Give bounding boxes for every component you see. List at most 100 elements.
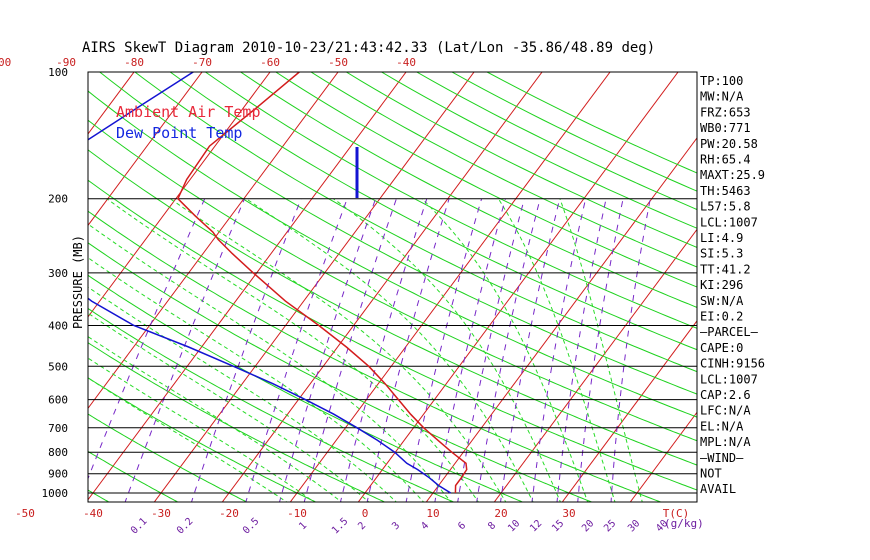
mixing-ratio-label: 1.5 — [330, 516, 351, 537]
temp-unit-label: T(C) — [663, 507, 690, 520]
mixing-ratio-line — [339, 198, 428, 502]
stats-panel-item: NOT — [700, 467, 722, 481]
stats-panel-item: TP:100 — [700, 74, 743, 88]
stats-panel-item: LI:4.9 — [700, 231, 743, 245]
mixing-ratio-labels: 0.1 0.2 0.5 1 1.5 2 3 4 6 8 10 12 15 20 25 30 40(g/kg) — [129, 516, 704, 537]
stats-panel-item: SI:5.3 — [700, 247, 743, 261]
bottom-temp-tick-label: 20 — [494, 507, 507, 520]
mixing-ratio-line — [278, 198, 377, 502]
pressure-tick-label: 600 — [48, 394, 68, 407]
mixing-ratio-line — [366, 198, 450, 502]
stats-panel-item: CAPE:0 — [700, 341, 743, 355]
pressure-tick-label: 100 — [48, 66, 68, 79]
dry-adiabat-line — [380, 72, 697, 229]
top-temp-tick-label: -40 — [396, 56, 416, 69]
moist-adiabat-line — [421, 198, 589, 502]
isotherm-line — [629, 411, 697, 502]
top-temp-tick-label: -90 — [56, 56, 76, 69]
mixing-ratio-line — [245, 198, 348, 502]
pressure-tick-label: 400 — [48, 319, 68, 332]
stats-panel-item: CAP:2.6 — [700, 388, 751, 402]
moist-adiabat-line — [88, 286, 397, 502]
dry-adiabat-line — [274, 72, 697, 288]
stats-panel-item: LCL:1007 — [700, 215, 758, 229]
dry-adiabat-line — [134, 72, 697, 373]
y-axis-label: PRESSURE (MB) — [71, 235, 85, 329]
moist-adiabat-line — [169, 198, 507, 502]
mixing-ratio-label: 3 — [390, 520, 402, 532]
bottom-temp-tick-label: 10 — [426, 507, 439, 520]
stats-panel-item: FRZ:653 — [700, 105, 751, 119]
stats-panel-item: CINH:9156 — [700, 357, 765, 371]
isotherm-line — [88, 72, 203, 227]
profile-series — [88, 72, 468, 494]
stats-panel-item: RH:65.4 — [700, 153, 751, 167]
stats-panel-item: KI:296 — [700, 278, 743, 292]
dry-adiabat-line — [169, 72, 697, 351]
top-temp-tick-label: -50 — [328, 56, 348, 69]
dry-adiabat-line — [88, 179, 697, 491]
mixing-ratio-line — [124, 198, 245, 502]
mixing-ratio-line — [303, 198, 397, 502]
dry-adiabat-line — [204, 72, 697, 329]
stats-panel-item: MAXT:25.9 — [700, 168, 765, 182]
moist-adiabat-line — [245, 198, 534, 502]
pressure-tick-label: 700 — [48, 422, 68, 435]
bottom-temp-tick-label: -30 — [151, 507, 171, 520]
dew-point-temp-line — [88, 72, 452, 494]
stats-panel-item: —WIND— — [700, 451, 744, 465]
ambient-air-temp-line — [177, 72, 468, 494]
stats-panel-item: TH:5463 — [700, 184, 751, 198]
mixing-ratio-label: 2 — [356, 520, 368, 532]
stats-panel-item: LFC:N/A — [700, 404, 751, 418]
isotherm-line — [221, 72, 543, 502]
moist-adiabat-line — [88, 357, 315, 502]
moist-adiabat-line — [88, 377, 288, 502]
dry-adiabat-line — [88, 90, 697, 418]
mixing-ratio-unit: (g/kg) — [664, 517, 704, 530]
mixing-ratio-label: 12 — [528, 518, 544, 534]
bottom-temp-tick-label: -50 — [15, 507, 35, 520]
stats-panel-item: TT:41.2 — [700, 262, 751, 276]
mixing-ratio-label: 25 — [602, 518, 618, 534]
dry-adiabat-line — [88, 489, 110, 502]
moist-adiabat-lines — [88, 198, 643, 502]
dry-adiabat-line — [88, 119, 697, 442]
bottom-temp-tick-label: -40 — [83, 507, 103, 520]
isotherm-line — [289, 72, 611, 502]
mixing-ratio-label: 0.1 — [129, 516, 150, 537]
mixing-ratio-label: 10 — [506, 518, 522, 534]
top-temp-tick-label: -60 — [260, 56, 280, 69]
pressure-tick-label: 500 — [48, 360, 68, 373]
bottom-temp-tick-labels: -50 -40 -30 -20 -10 0 10 20 30 T(C) — [15, 507, 689, 520]
mixing-ratio-line — [405, 198, 483, 502]
moist-adiabat-line — [88, 257, 425, 502]
moist-adiabat-line — [497, 198, 616, 502]
moist-adiabat-line — [559, 198, 643, 502]
dry-adiabat-line — [98, 72, 697, 395]
pressure-tick-label: 800 — [48, 446, 68, 459]
bottom-temp-tick-label: -20 — [219, 507, 239, 520]
mixing-ratio-line — [610, 198, 651, 502]
top-temp-tick-label: -100 — [0, 56, 11, 69]
stats-panel-item: AVAIL — [700, 482, 736, 496]
legend-dew-point-temp: Dew Point Temp — [116, 124, 242, 142]
mixing-ratio-line — [476, 198, 541, 502]
legend-ambient-air-temp: Ambient Air Temp — [116, 103, 261, 121]
pressure-tick-label: 900 — [48, 468, 68, 481]
mixing-ratio-line — [531, 198, 587, 502]
mixing-ratio-line — [434, 198, 506, 502]
plot-area — [88, 72, 697, 502]
moist-adiabat-line — [333, 198, 561, 502]
pressure-tick-label: 200 — [48, 193, 68, 206]
stats-panel-item: WB0:771 — [700, 121, 751, 135]
mixing-ratio-line — [457, 198, 525, 502]
bottom-temp-tick-label: 0 — [362, 507, 369, 520]
dry-adiabat-line — [88, 149, 697, 466]
stats-panel-item: —PARCEL— — [700, 325, 759, 339]
isotherm-line — [88, 72, 407, 501]
dry-adiabat-line — [88, 242, 593, 502]
dry-adiabat-line — [310, 72, 697, 268]
